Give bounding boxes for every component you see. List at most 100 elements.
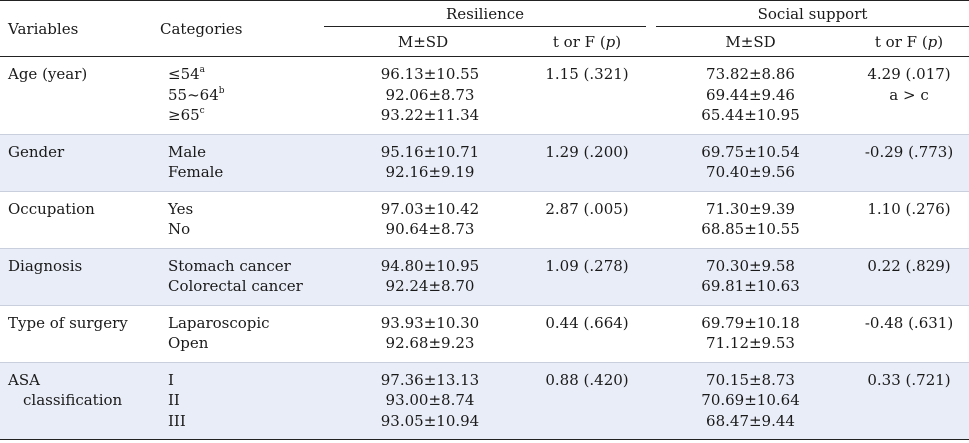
social-msd-cell: 69.79±10.18 71.12±9.53 xyxy=(652,304,850,362)
msd-value: 92.24±8.70 xyxy=(385,277,475,295)
msd-value: 69.44±9.46 xyxy=(706,85,795,104)
social-msd-cell: 71.30±9.39 68.85±10.55 xyxy=(652,190,850,248)
table-row-occupation: Occupation Yes No 97.03±10.42 90.64±8.73… xyxy=(0,190,969,248)
msd-value: 70.69±10.64 xyxy=(701,391,800,409)
msd-value: 93.93±10.30 xyxy=(380,313,480,332)
row-variable: Gender xyxy=(0,133,160,191)
row-variable: Occupation xyxy=(0,190,160,248)
category-label: Laparoscopic xyxy=(168,313,270,332)
category-label: Colorectal cancer xyxy=(168,277,303,295)
category-label: Female xyxy=(168,163,224,181)
msd-value: 71.12±9.53 xyxy=(706,334,795,352)
social-msd-cell: 70.30±9.58 69.81±10.63 xyxy=(652,247,850,305)
msd-value: 73.82±8.86 xyxy=(706,65,795,83)
social-stat-cell: 1.10 (.276) xyxy=(849,190,969,248)
table-header: Variables Categories Resilience Social s… xyxy=(0,0,969,57)
category-superscript: b xyxy=(218,85,225,96)
category-label: I xyxy=(168,370,174,389)
resilience-stat-cell: 1.15 (.321) xyxy=(522,57,652,135)
msd-value: 96.13±10.55 xyxy=(380,65,480,83)
social-msd-cell: 70.15±8.73 70.69±10.64 68.47±9.44 xyxy=(652,361,850,440)
category-label: ≤54 xyxy=(168,65,200,83)
msd-value: 97.36±13.13 xyxy=(380,370,480,389)
table-row-asa-classification: ASA classification I II III 97.36±13.13 … xyxy=(0,361,969,440)
category-label: Open xyxy=(168,334,209,352)
social-stat-cell: 0.22 (.829) xyxy=(849,247,969,305)
row-categories: Yes No xyxy=(160,190,324,248)
stat-value: 0.88 (.420) xyxy=(545,370,629,389)
row-variable: Age (year) xyxy=(8,65,88,83)
posthoc-note: a > c xyxy=(889,85,929,104)
category-label: II xyxy=(168,391,180,409)
row-variable: Type of surgery xyxy=(0,304,160,362)
msd-value: 69.79±10.18 xyxy=(701,313,800,332)
table-row-diagnosis: Diagnosis Stomach cancer Colorectal canc… xyxy=(0,247,969,305)
header-resilience-group: Resilience xyxy=(324,0,653,30)
stat-value: 1.29 (.200) xyxy=(545,142,629,161)
header-categories: Categories xyxy=(160,0,324,57)
resilience-stat-cell: 1.29 (.200) xyxy=(522,133,653,191)
msd-value: 92.06±8.73 xyxy=(385,85,475,104)
header-res-stat-prefix: t or F ( xyxy=(552,33,606,51)
msd-value: 69.81±10.63 xyxy=(701,277,800,295)
row-categories: Stomach cancer Colorectal cancer xyxy=(160,247,324,305)
header-resilience: Resilience xyxy=(324,5,647,27)
msd-value: 94.80±10.95 xyxy=(380,256,480,275)
msd-value: 65.44±10.95 xyxy=(701,106,800,124)
resilience-stat-cell: 2.87 (.005) xyxy=(522,190,653,248)
resilience-stat-cell: 0.88 (.420) xyxy=(522,361,653,440)
msd-value: 90.64±8.73 xyxy=(385,220,475,238)
table-row-gender: Gender Male Female 95.16±10.71 92.16±9.1… xyxy=(0,133,969,191)
variable-line: ASA xyxy=(8,370,40,389)
category-label: No xyxy=(168,220,191,238)
resilience-msd-cell: 96.13±10.55 92.06±8.73 93.22±11.34 xyxy=(324,57,522,135)
category-superscript: a xyxy=(199,65,206,75)
category-label: ≥65 xyxy=(168,106,200,124)
stat-value: 1.15 (.321) xyxy=(545,65,629,83)
row-categories: I II III xyxy=(160,361,324,440)
msd-value: 97.03±10.42 xyxy=(380,199,480,218)
category-label: 55~64 xyxy=(168,85,219,104)
resilience-msd-cell: 93.93±10.30 92.68±9.23 xyxy=(324,304,522,362)
header-social-support: Social support xyxy=(656,5,969,27)
header-soc-stat: t or F (p) xyxy=(849,30,969,57)
row-categories: Laparoscopic Open xyxy=(160,304,324,362)
stat-value: 4.29 (.017) xyxy=(867,65,951,83)
row-variable: ASA classification xyxy=(0,361,160,440)
stat-value: 1.10 (.276) xyxy=(867,199,951,218)
row-variable: Diagnosis xyxy=(0,247,160,305)
msd-value: 70.40±9.56 xyxy=(706,163,795,181)
stat-value: -0.29 (.773) xyxy=(864,142,954,161)
header-variables: Variables xyxy=(0,0,160,57)
msd-value: 93.22±11.34 xyxy=(380,106,480,124)
row-categories: ≤54a 55~64b ≥65c xyxy=(160,57,324,135)
header-soc-stat-prefix: t or F ( xyxy=(874,33,928,51)
msd-value: 68.85±10.55 xyxy=(701,220,800,238)
resilience-msd-cell: 97.03±10.42 90.64±8.73 xyxy=(324,190,522,248)
stat-value: 0.44 (.664) xyxy=(545,313,629,332)
social-msd-cell: 73.82±8.86 69.44±9.46 65.44±10.95 xyxy=(652,57,849,135)
category-label: III xyxy=(168,411,186,430)
resilience-msd-cell: 95.16±10.71 92.16±9.19 xyxy=(324,133,522,191)
row-categories: Male Female xyxy=(160,133,324,191)
msd-value: 93.05±10.94 xyxy=(380,411,480,430)
header-soc-stat-p: p xyxy=(927,33,938,51)
category-label: Male xyxy=(168,142,206,161)
social-msd-cell: 69.75±10.54 70.40±9.56 xyxy=(652,133,850,191)
msd-value: 95.16±10.71 xyxy=(380,142,480,161)
msd-value: 69.75±10.54 xyxy=(701,142,800,161)
table-row-age: Age (year) ≤54a 55~64b ≥65c 96.13±10.55 … xyxy=(0,57,969,135)
header-res-stat: t or F (p) xyxy=(522,30,653,57)
social-stat-cell: 4.29 (.017) a > c xyxy=(849,57,969,135)
msd-value: 92.68±9.23 xyxy=(385,334,475,352)
category-superscript: c xyxy=(199,106,205,116)
category-label: Yes xyxy=(168,199,194,218)
header-res-stat-suffix: ) xyxy=(615,33,622,51)
stat-value: -0.48 (.631) xyxy=(864,313,954,332)
social-stat-cell: 0.33 (.721) xyxy=(849,361,969,440)
stat-value: 1.09 (.278) xyxy=(545,256,629,275)
resilience-stat-cell: 1.09 (.278) xyxy=(522,247,653,305)
social-stat-cell: -0.29 (.773) xyxy=(849,133,969,191)
msd-value: 70.15±8.73 xyxy=(706,370,795,389)
